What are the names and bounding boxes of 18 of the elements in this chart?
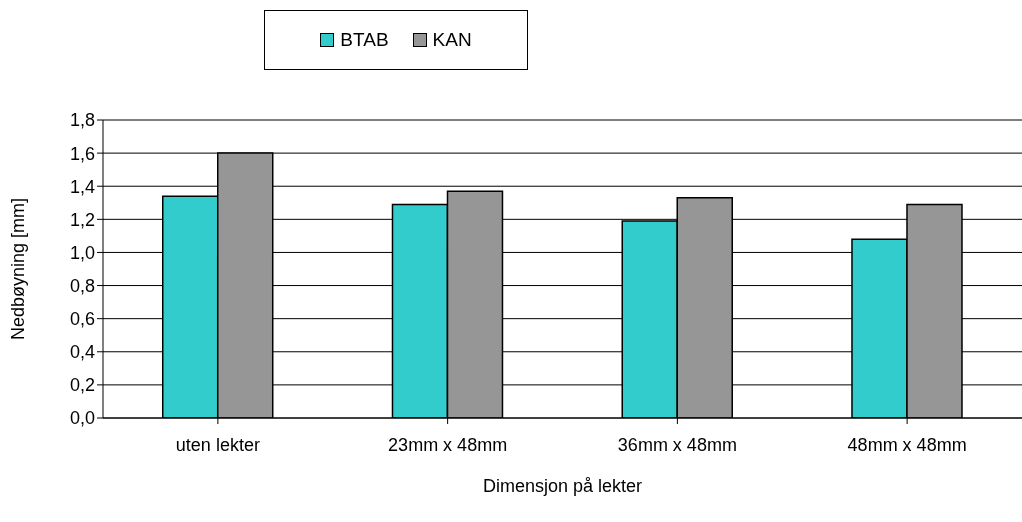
y-tick-label: 0,2 [69,375,95,396]
y-tick-label: 0,0 [69,408,95,429]
y-tick-label: 1,6 [69,143,95,164]
x-tick-label: 23mm x 48mm [388,434,508,455]
y-tick-label: 1,4 [69,176,95,197]
legend-label: KAN [432,29,472,51]
x-tick-label: uten lekter [175,434,260,455]
x-axis-title: Dimensjon på lekter [482,476,643,496]
y-tick-label: 0,4 [69,342,95,363]
y-tick-label: 1,8 [69,110,95,131]
y-tick-label: 0,8 [69,275,95,296]
x-tick-label: 48mm x 48mm [847,434,967,455]
y-axis-title: Nedbøyning [mm] [8,197,29,341]
legend-label: BTAB [340,29,389,51]
x-tick-label: 36mm x 48mm [617,434,737,455]
y-tick-label: 0,6 [69,309,95,330]
y-tick-label: 1,0 [69,242,95,263]
y-tick-label: 1,2 [69,209,95,230]
